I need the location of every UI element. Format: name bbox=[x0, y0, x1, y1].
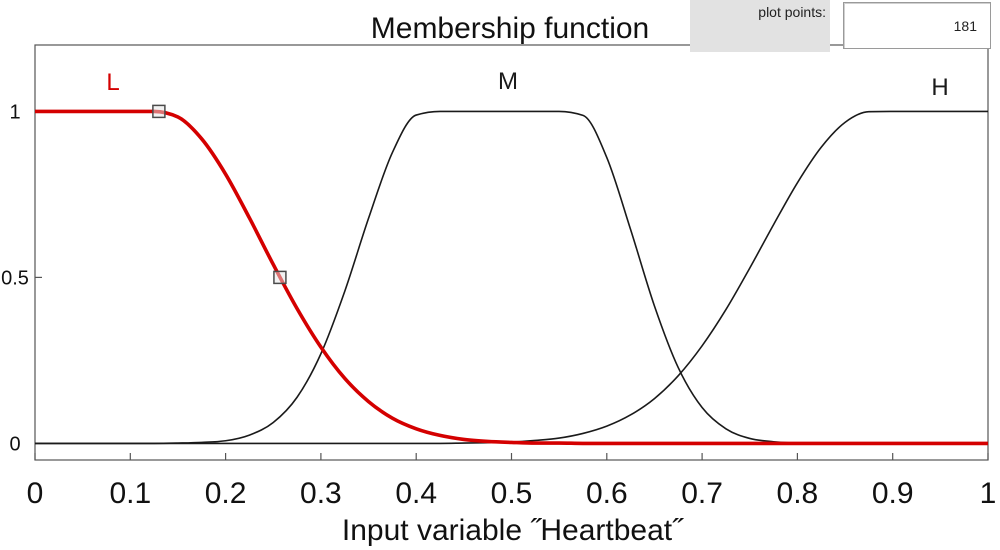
y-tick-label: 1 bbox=[9, 101, 20, 123]
x-tick-label: 0.8 bbox=[777, 477, 819, 510]
control-points bbox=[152, 104, 287, 285]
plot-points-label: plot points: bbox=[758, 4, 826, 20]
x-tick-label: 0.6 bbox=[586, 477, 628, 510]
mf-label-l: L bbox=[106, 69, 119, 96]
x-tick-label: 1 bbox=[980, 477, 997, 510]
x-tick-label: 0.1 bbox=[109, 477, 151, 510]
x-tick-label: 0.9 bbox=[872, 477, 914, 510]
mf-curve-m[interactable] bbox=[34, 110, 988, 445]
y-tick-label: 0.5 bbox=[1, 267, 29, 289]
x-tick-label: 0.7 bbox=[681, 477, 723, 510]
mf-label-m: M bbox=[498, 68, 518, 95]
x-tick-label: 0.4 bbox=[395, 477, 437, 510]
x-tick-label: 0 bbox=[27, 477, 44, 510]
plot-points-input[interactable]: 181 bbox=[843, 2, 991, 49]
y-tick-label: 0 bbox=[9, 433, 20, 455]
mf-label-h: H bbox=[931, 74, 948, 101]
axes-frame bbox=[34, 44, 989, 461]
mf-curve-h[interactable] bbox=[34, 110, 988, 445]
plot-title: Membership function bbox=[371, 12, 649, 45]
x-tick-label: 0.2 bbox=[205, 477, 247, 510]
plot-points-value[interactable]: 181 bbox=[953, 18, 977, 34]
x-tick-label: 0.5 bbox=[491, 477, 533, 510]
plot-points-panel: plot points: bbox=[690, 0, 830, 52]
mf-control-point[interactable] bbox=[273, 270, 287, 285]
mf-curve-l[interactable] bbox=[35, 109, 988, 446]
mf-control-point[interactable] bbox=[152, 104, 166, 119]
membership-curves bbox=[34, 109, 988, 446]
x-tick-label: 0.3 bbox=[300, 477, 342, 510]
x-axis-label: Input variable ˝Heartbeat˝ bbox=[342, 514, 684, 547]
axis-ticks: 0 0.1 0.2 0.3 0.4 0.5 0.6 0.7 0.8 0.9 1 0 0.5 1 bbox=[1, 101, 996, 510]
